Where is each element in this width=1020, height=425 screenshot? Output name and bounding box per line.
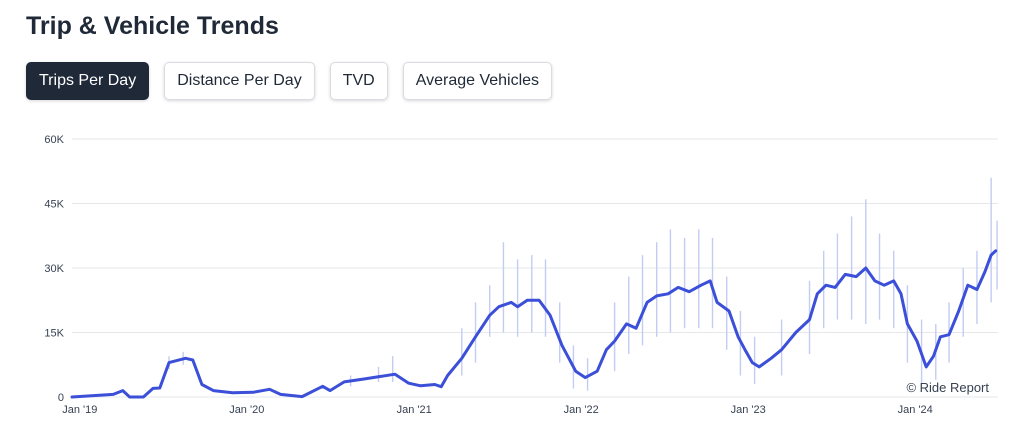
tab-distance-per-day[interactable]: Distance Per Day [164,62,315,100]
y-tick-label: 30K [44,263,64,275]
gridlines [72,138,998,398]
trips-line-chart: 0 15K 30K 45K 60K Jan '19 Jan '20 Jan '21 Jan '2… [44,134,998,416]
tab-average-vehicles[interactable]: Average Vehicles [402,62,553,100]
series-line [70,249,998,399]
x-tick-label: Jan '19 [62,404,97,416]
metric-tab-bar: Trips Per Day Distance Per Day TVD Avera… [26,62,553,100]
y-tick-label: 0 [58,392,64,404]
x-tick-label: Jan '22 [564,404,599,416]
tab-tvd[interactable]: TVD [329,62,388,100]
y-tick-label: 60K [44,134,64,146]
x-tick-label: Jan '21 [397,404,432,416]
tab-trips-per-day[interactable]: Trips Per Day [26,62,150,100]
x-tick-label: Jan '23 [731,404,766,416]
y-tick-label: 45K [44,199,64,211]
x-tick-label: Jan '24 [898,404,933,416]
axis-labels: 0 15K 30K 45K 60K Jan '19 Jan '20 Jan '21 Jan '2… [44,134,932,416]
x-tick-label: Jan '20 [229,404,264,416]
y-tick-label: 15K [44,328,64,340]
trend-line [70,249,998,399]
page-title: Trip & Vehicle Trends [26,12,279,40]
chart-credit: © Ride Report [906,380,989,395]
daily-variation-band [168,177,998,391]
